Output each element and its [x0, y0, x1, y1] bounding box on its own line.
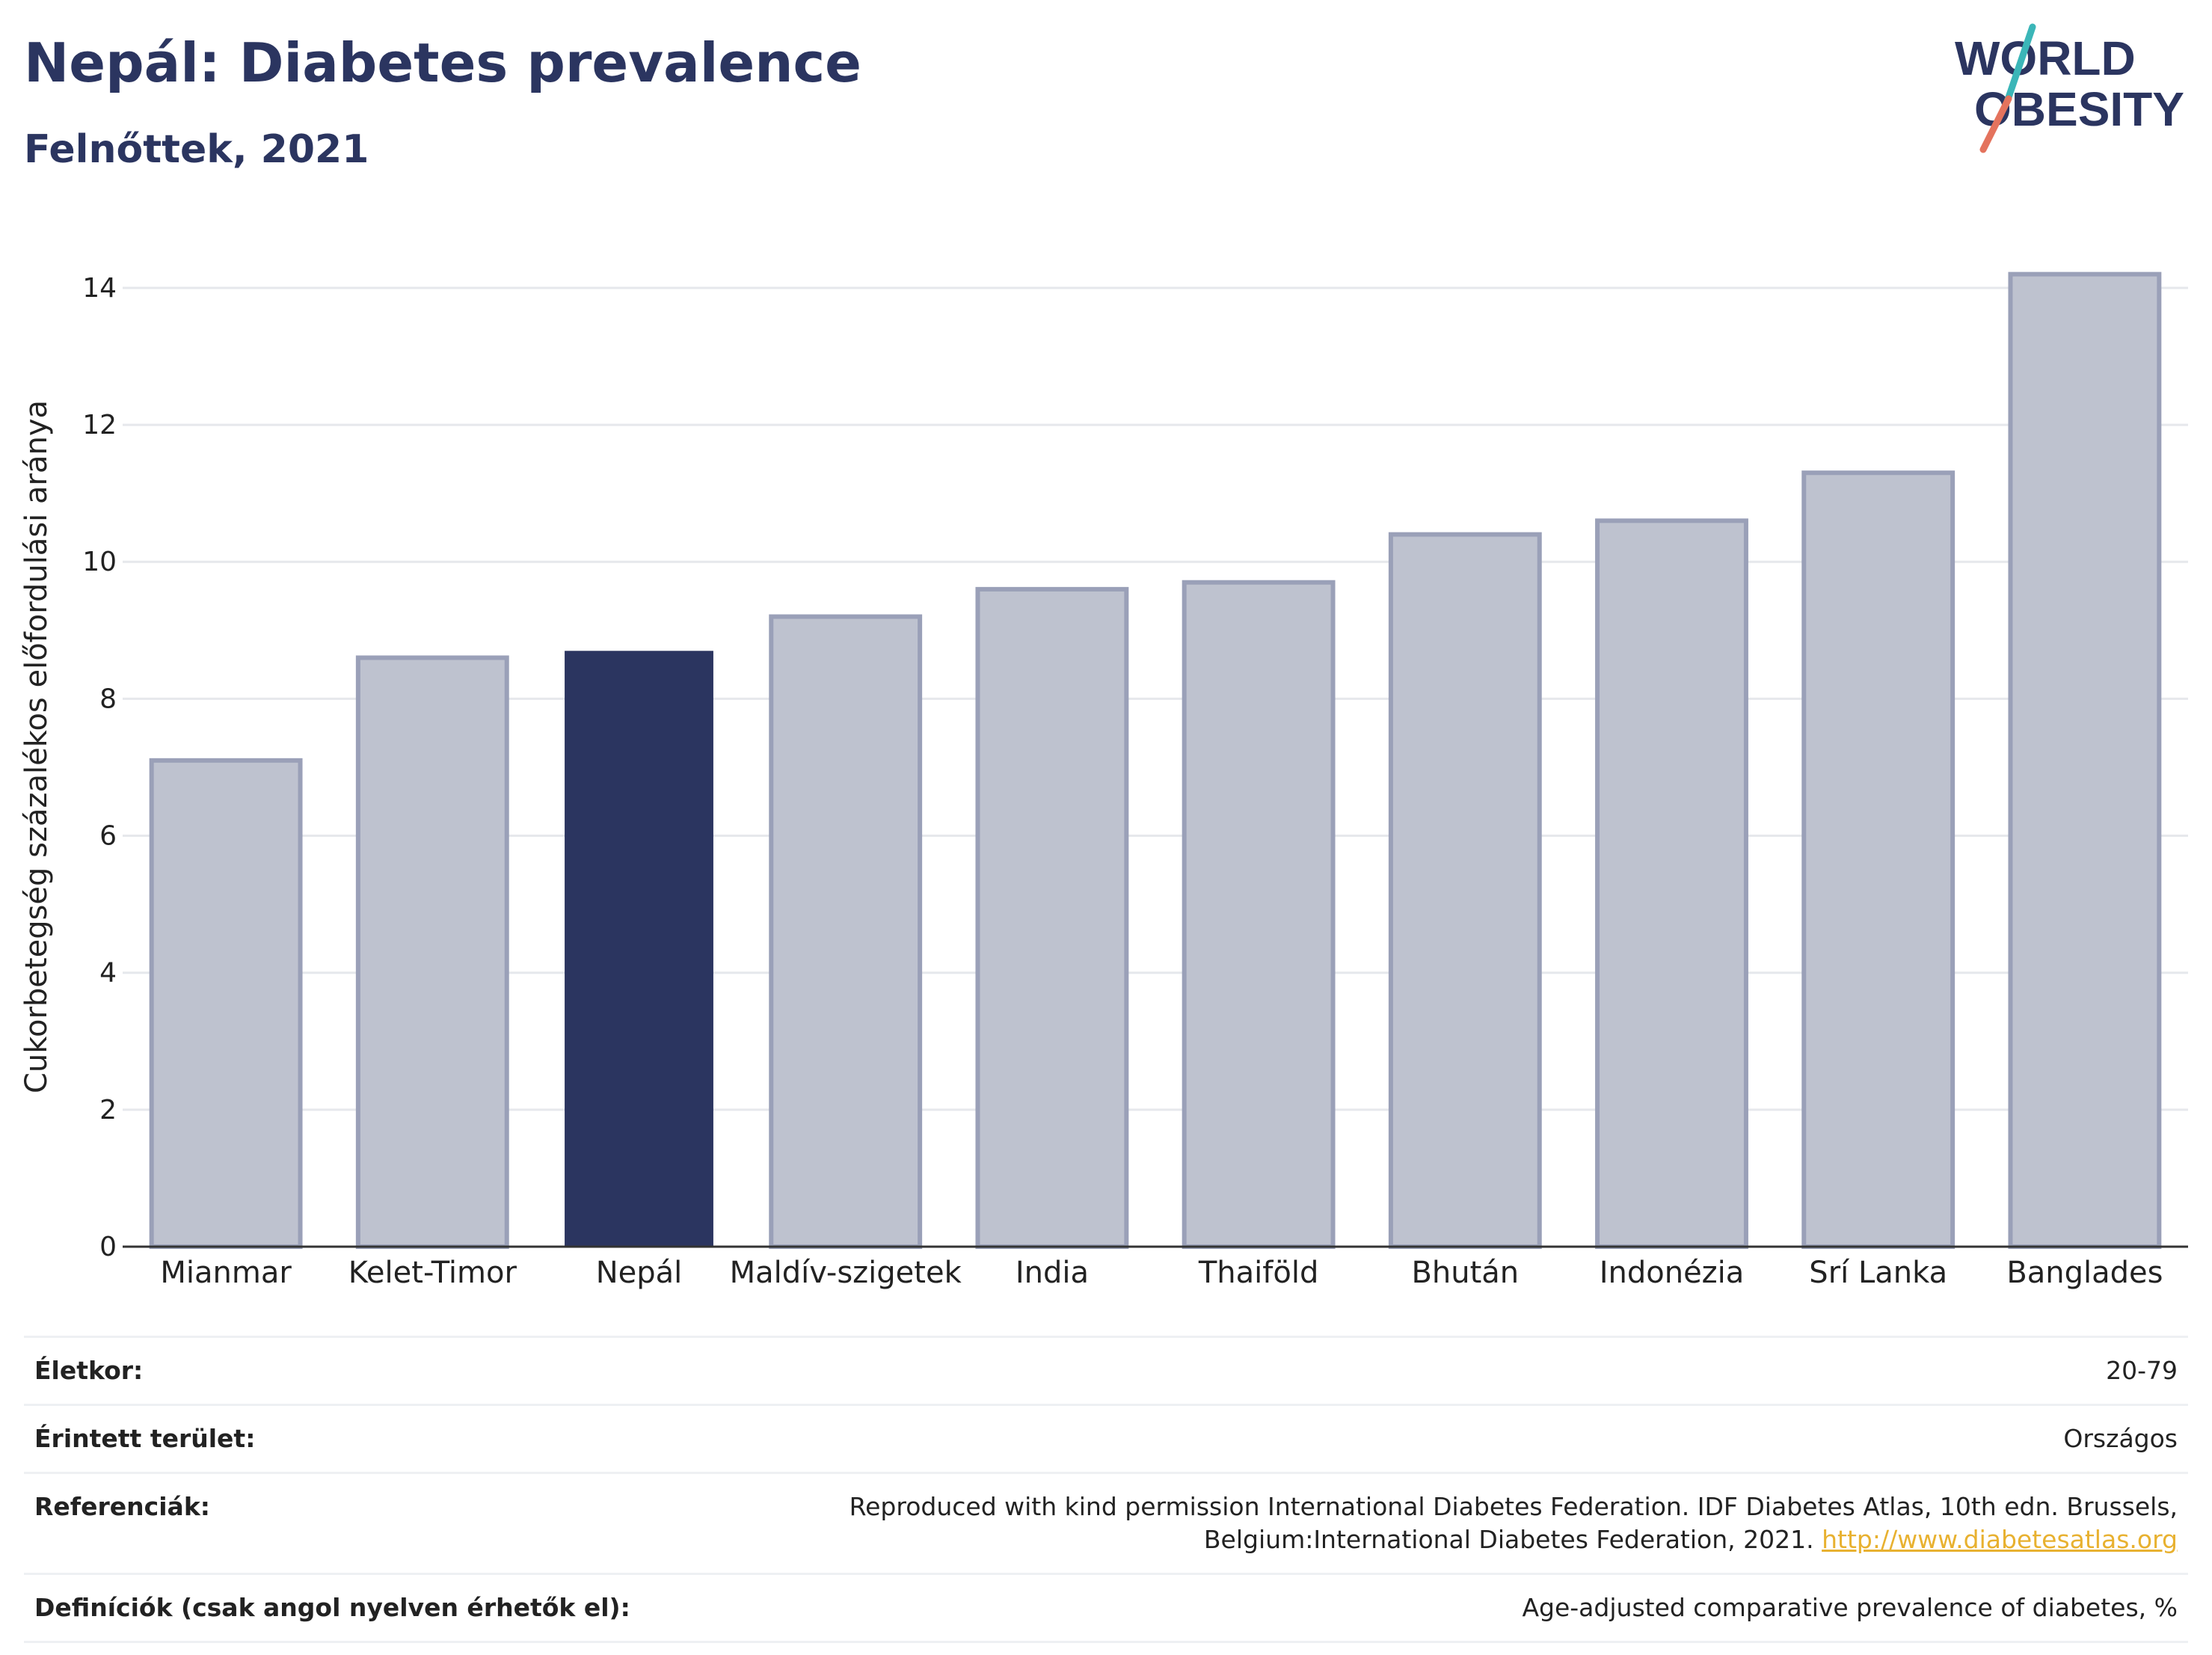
bar-mianmar	[149, 758, 303, 1249]
x-tick-label: Banglades	[2006, 1256, 2163, 1290]
x-axis-labels: Mianmar Kelet-Timor Nepál Maldív-szigetek In…	[160, 1256, 2163, 1290]
logo-slash-top	[2003, 23, 2036, 105]
x-tick-label: Nepál	[596, 1256, 683, 1290]
y-axis-label: Cukorbetegség százalékos előfordulási ar…	[19, 400, 54, 1093]
info-row: Definíciók (csak angol nyelven érhetők e…	[24, 1575, 2188, 1643]
x-tick-label: Indonézia	[1600, 1256, 1745, 1290]
bar-banglades	[2008, 271, 2162, 1249]
info-row: Referenciák: Reproduced with kind permiss…	[24, 1474, 2188, 1575]
bar-india	[975, 586, 1129, 1249]
x-tick-label: Bhután	[1411, 1256, 1519, 1290]
logo-slash-bottom	[1979, 95, 2012, 153]
info-value: Reproduced with kind permission Internat…	[607, 1490, 2178, 1556]
info-row: Életkor: 20-79	[24, 1338, 2188, 1406]
y-tick-label: 6	[99, 821, 117, 852]
info-value-text: Reproduced with kind permission Internat…	[849, 1492, 2178, 1554]
info-key: Életkor:	[34, 1356, 144, 1385]
info-value-text: 20-79	[2106, 1356, 2178, 1385]
y-tick-label: 2	[99, 1095, 117, 1126]
bar-bhut-n	[1388, 532, 1542, 1249]
bar-kelet-timor	[355, 655, 509, 1249]
info-value-text: Age-adjusted comparative prevalence of d…	[1522, 1593, 2178, 1622]
reference-link[interactable]: http://www.diabetesatlas.org	[1822, 1525, 2178, 1554]
y-tick-label: 8	[99, 684, 117, 714]
x-tick-label: Thaiföld	[1198, 1256, 1318, 1290]
y-tick-label: 14	[82, 273, 117, 304]
info-value: 20-79	[2106, 1354, 2178, 1387]
bar-thaif-ld	[1182, 580, 1336, 1249]
x-tick-label: India	[1016, 1256, 1089, 1290]
bar-sr-lanka	[1801, 470, 1956, 1249]
info-value: Országos	[2063, 1422, 2178, 1455]
info-row: Érintett terület: Országos	[24, 1406, 2188, 1474]
info-table: Életkor: 20-79 Érintett terület: Országos Re…	[24, 1336, 2188, 1643]
logo-word-world: WORLD	[1955, 31, 2136, 85]
info-key: Referenciák:	[34, 1492, 210, 1521]
x-tick-label: Maldív-szigetek	[730, 1256, 962, 1290]
bar-indon-zia	[1595, 518, 1748, 1249]
y-tick-label: 4	[99, 958, 117, 989]
x-tick-label: Kelet-Timor	[348, 1256, 517, 1290]
bar-nep-l	[565, 651, 713, 1247]
world-obesity-logo: WORLD OBESITY	[1955, 23, 2184, 153]
bar-chart: 0 2 4 6 8 10 12 14 Mianmar Kelet-Timor Nepál Maldí…	[19, 271, 2188, 1290]
info-value: Age-adjusted comparative prevalence of d…	[1522, 1591, 2178, 1624]
y-tick-label: 10	[82, 547, 117, 577]
info-key: Definíciók (csak angol nyelven érhetők e…	[34, 1593, 630, 1622]
bar-mald-v-szigetek	[769, 614, 923, 1249]
y-tick-label: 12	[82, 410, 117, 440]
x-tick-label: Mianmar	[160, 1256, 292, 1290]
chart-subtitle: Felnőttek, 2021	[24, 127, 369, 172]
x-tick-label: Srí Lanka	[1809, 1256, 1947, 1290]
bars	[149, 271, 2162, 1249]
info-value-text: Országos	[2063, 1424, 2178, 1453]
chart-title: Nepál: Diabetes prevalence	[24, 31, 862, 94]
info-key: Érintett terület:	[34, 1424, 256, 1453]
y-axis-ticks: 0 2 4 6 8 10 12 14	[82, 273, 117, 1262]
y-tick-label: 0	[99, 1232, 117, 1262]
